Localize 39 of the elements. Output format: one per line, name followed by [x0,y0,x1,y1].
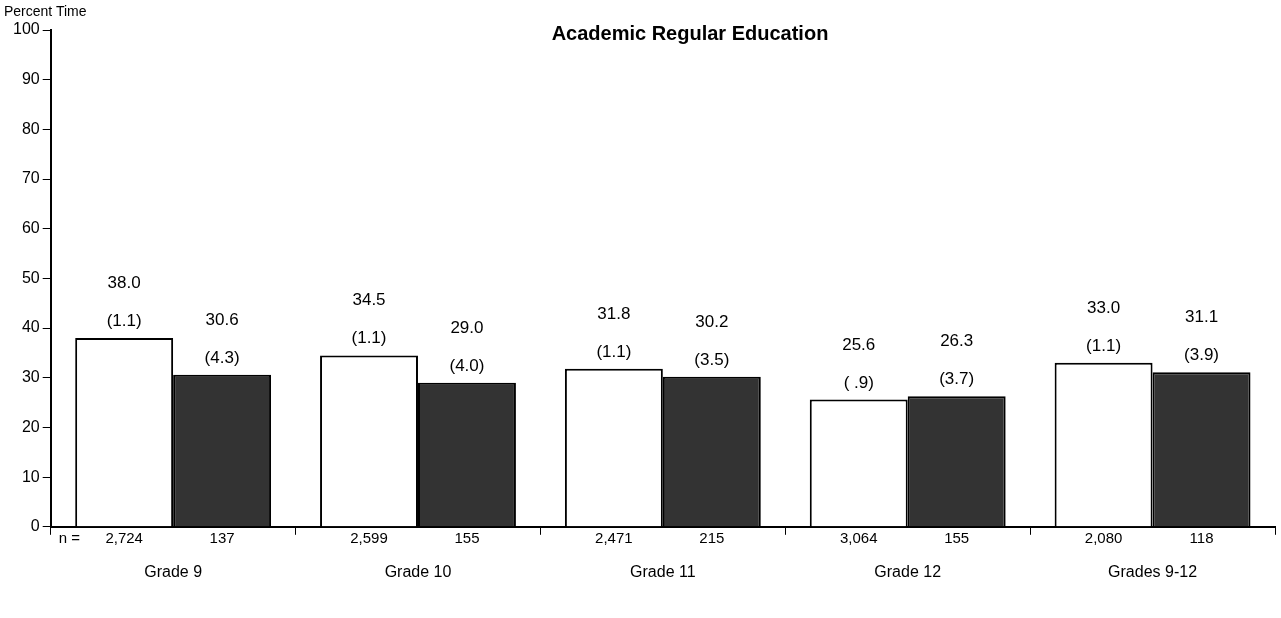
text: 155 [944,529,970,547]
data-label: 30.6 (4.3) [204,309,240,367]
text: 2,599 [350,529,388,547]
y-tick-label: 70 [21,169,40,187]
y-axis-title: Percent Time [4,3,87,19]
text: 155 [454,529,480,547]
x-tick-label: Grades 9-12 [1108,562,1198,580]
data-label: 38.0 (1.1) [106,273,142,331]
y-tick-label: 20 [21,417,40,435]
data-label: 31.1 (3.9) [1184,307,1220,365]
y-tick-label: 60 [21,219,40,237]
y-tick-label: 50 [21,268,40,286]
text: 137 [209,529,235,547]
y-tick-label: 0 [30,517,40,535]
text: 2,724 [105,529,143,547]
data-label: 25.6 ( .9) [842,334,876,392]
y-tick-label: 80 [21,119,40,137]
x-tick-label: Grade 9 [144,562,203,580]
data-label: 34.5 (1.1) [351,290,387,348]
chart-title: Academic Regular Education [551,22,829,44]
text: n = [58,529,81,547]
x-tick-label: Grade 12 [874,562,942,580]
data-label: 31.8 (1.1) [596,303,632,361]
y-tick-label: 30 [21,368,40,386]
data-label: 33.0 (1.1) [1086,297,1122,355]
y-tick-label: 40 [21,318,40,336]
x-tick-label: Grade 10 [384,562,452,580]
data-label: 30.2 (3.5) [694,311,730,369]
data-label: 26.3 (3.7) [939,331,975,389]
text: 3,064 [839,529,878,547]
y-tick-label: 100 [12,20,40,38]
text: 215 [699,529,725,547]
text: 2,471 [595,529,633,547]
x-tick-label: Grade 11 [630,562,696,580]
y-tick-label: 10 [21,467,40,485]
text: 2,080 [1084,529,1123,547]
text: 118 [1189,529,1214,547]
data-label: 29.0 (4.0) [449,317,485,375]
y-tick-label: 90 [21,70,40,88]
